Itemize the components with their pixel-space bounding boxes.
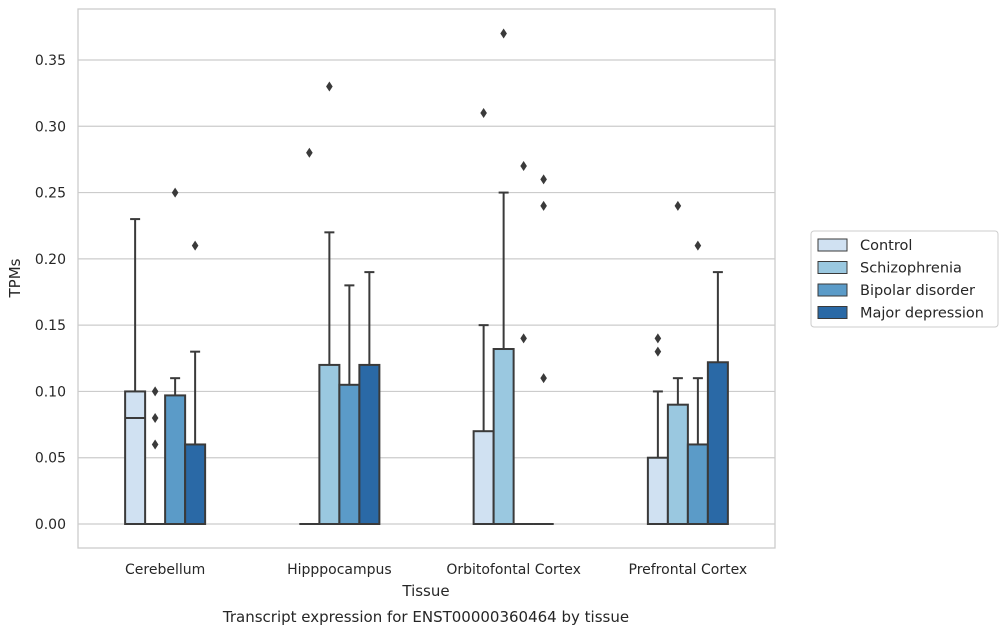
x-tick-label: Cerebellum xyxy=(125,562,205,578)
outlier-point xyxy=(540,174,547,185)
legend-label: Control xyxy=(860,238,912,254)
box xyxy=(492,348,515,525)
box-group xyxy=(472,108,495,526)
outlier-point xyxy=(654,346,662,357)
box-group xyxy=(686,240,709,526)
box-group xyxy=(533,174,554,525)
y-axis-label: TPMs xyxy=(6,258,24,298)
x-tick-label: Orbitofontal Cortex xyxy=(446,562,581,578)
legend-frame xyxy=(810,230,999,328)
x-tick-label: Prefrontal Cortex xyxy=(629,562,748,578)
y-tick-label: 0.10 xyxy=(35,384,66,400)
x-tick-labels: Cerebellum Hipppocampus Orbitofontal Corte… xyxy=(125,562,747,578)
outlier-point xyxy=(306,147,313,158)
series-schizophrenia xyxy=(145,28,689,525)
y-tick-label: 0.35 xyxy=(35,53,66,69)
outlier-point xyxy=(191,240,199,251)
x-axis-label: Tissue xyxy=(401,582,449,600)
legend-swatch xyxy=(817,283,848,297)
series-control xyxy=(124,108,669,526)
box-group xyxy=(184,240,207,526)
box-group xyxy=(318,81,341,525)
box xyxy=(686,443,709,526)
box xyxy=(318,363,341,525)
box xyxy=(124,390,147,525)
y-tick-label: 0.00 xyxy=(35,517,66,533)
box xyxy=(338,383,361,525)
outlier-point xyxy=(540,373,547,384)
box xyxy=(358,363,381,525)
outlier-point xyxy=(151,386,159,397)
box-group xyxy=(164,187,187,525)
outlier-point xyxy=(480,108,487,119)
legend-label: Bipolar disorder xyxy=(860,283,975,299)
box xyxy=(666,403,689,525)
box-group xyxy=(124,218,147,525)
box-group xyxy=(358,271,381,525)
boxes xyxy=(124,28,729,526)
y-tick-labels: 0.00 0.05 0.10 0.15 0.20 0.25 0.30 0.35 xyxy=(35,53,66,533)
box-group xyxy=(666,200,689,525)
x-tick-label: Hipppocampus xyxy=(287,562,392,578)
outlier-point xyxy=(694,240,702,251)
y-tick-label: 0.20 xyxy=(35,252,66,268)
y-tick-label: 0.15 xyxy=(35,318,66,334)
box-group xyxy=(706,271,729,525)
chart-title: Transcript expression for ENST0000036046… xyxy=(222,608,629,626)
legend-swatch xyxy=(817,238,848,252)
y-tick-label: 0.05 xyxy=(35,451,66,467)
box xyxy=(646,456,669,526)
box-group xyxy=(513,161,534,525)
box-group xyxy=(338,284,361,525)
box-group xyxy=(492,28,515,525)
legend-label: Major depression xyxy=(860,306,984,322)
outlier-point xyxy=(326,81,333,92)
legend: Control Schizophrenia Bipolar disorder Majo… xyxy=(810,230,999,328)
y-tick-label: 0.30 xyxy=(35,119,66,135)
y-tick-label: 0.25 xyxy=(35,186,66,202)
outlier-point xyxy=(654,333,662,344)
box xyxy=(706,361,729,525)
legend-label: Schizophrenia xyxy=(860,261,962,277)
outlier-point xyxy=(500,28,507,39)
outlier-point xyxy=(540,200,547,211)
box xyxy=(164,394,187,525)
box-group xyxy=(145,386,166,525)
outlier-point xyxy=(674,200,682,211)
outlier-point xyxy=(520,333,527,344)
legend-swatch xyxy=(817,306,848,319)
series-bipolar-disorder xyxy=(164,161,709,526)
series-major-depression xyxy=(184,174,729,526)
outlier-point xyxy=(151,439,159,450)
box xyxy=(184,443,207,526)
box xyxy=(472,430,495,526)
plot-frame xyxy=(77,8,776,549)
legend-swatch xyxy=(817,261,848,274)
outlier-point xyxy=(151,412,159,423)
outlier-point xyxy=(520,161,527,172)
box-group xyxy=(646,333,669,526)
box-group xyxy=(299,147,320,525)
outlier-point xyxy=(171,187,179,198)
